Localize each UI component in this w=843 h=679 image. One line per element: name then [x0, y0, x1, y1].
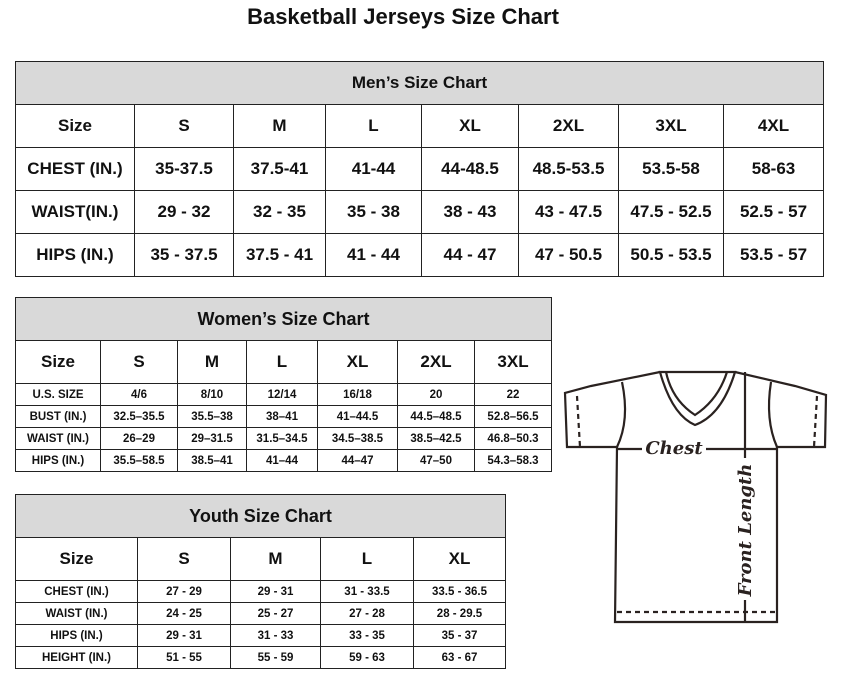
header-cell: S: [137, 537, 231, 581]
jersey-outline: [563, 370, 828, 624]
table-row: WAIST(IN.) 29 - 32 32 - 35 35 - 38 38 - 43 43…: [15, 190, 825, 234]
womens-size-table: Women’s Size Chart Size S M L XL 2XL 3XL U.S. SI…: [14, 297, 553, 472]
value-cell: 41–44: [246, 449, 318, 472]
value-cell: 33.5 - 36.5: [412, 580, 507, 603]
value-cell: 55 - 59: [230, 646, 321, 669]
header-row: Size S M L XL: [15, 537, 507, 581]
value-cell: 47 - 50.5: [518, 233, 619, 277]
row-label: BUST (IN.): [15, 405, 101, 428]
table-row: HIPS (IN.) 35.5–58.5 38.5–41 41–44 44–47 47–5…: [15, 449, 553, 472]
value-cell: 44-48.5: [421, 147, 519, 191]
header-cell: XL: [412, 537, 507, 581]
mens-size-table: Men’s Size Chart Size S M L XL 2XL 3XL 4XL CHEST …: [14, 61, 825, 277]
table-row: HEIGHT (IN.) 51 - 55 55 - 59 59 - 63 63 - 67: [15, 646, 507, 669]
value-cell: 47–50: [397, 449, 475, 472]
value-cell: 32 - 35: [233, 190, 326, 234]
youth-size-table: Youth Size Chart Size S M L XL CHEST (IN.) 27 -…: [14, 494, 507, 669]
value-cell: 44.5–48.5: [397, 405, 475, 428]
value-cell: 28 - 29.5: [412, 602, 507, 625]
header-cell: 3XL: [618, 104, 724, 148]
table-row: WAIST (IN.) 24 - 25 25 - 27 27 - 28 28 - 29.…: [15, 602, 507, 625]
header-cell: Size: [15, 340, 101, 384]
table-row: CHEST (IN.) 35-37.5 37.5-41 41-44 44-48.5 48.…: [15, 147, 825, 191]
value-cell: 31 - 33: [230, 624, 321, 647]
table-row: HIPS (IN.) 35 - 37.5 37.5 - 41 41 - 44 44 - …: [15, 233, 825, 277]
header-cell: Size: [15, 537, 138, 581]
table-row: BUST (IN.) 32.5–35.5 35.5–38 38–41 41–44.5 44…: [15, 405, 553, 428]
value-cell: 54.3–58.3: [473, 449, 553, 472]
front-length-label: Front Length: [735, 464, 756, 598]
header-cell: L: [320, 537, 414, 581]
value-cell: 38 - 43: [421, 190, 519, 234]
value-cell: 41-44: [325, 147, 422, 191]
value-cell: 29–31.5: [177, 427, 247, 450]
table-row: CHEST (IN.) 27 - 29 29 - 31 31 - 33.5 33.5 -…: [15, 580, 507, 603]
header-cell: XL: [421, 104, 519, 148]
value-cell: 35 - 37.5: [134, 233, 234, 277]
value-cell: 46.8–50.3: [473, 427, 553, 450]
value-cell: 51 - 55: [137, 646, 231, 669]
value-cell: 52.5 - 57: [722, 190, 825, 234]
value-cell: 29 - 31: [137, 624, 231, 647]
header-cell: L: [325, 104, 422, 148]
value-cell: 53.5-58: [618, 147, 724, 191]
value-cell: 25 - 27: [230, 602, 321, 625]
value-cell: 58-63: [722, 147, 825, 191]
value-cell: 43 - 47.5: [518, 190, 619, 234]
value-cell: 38.5–42.5: [397, 427, 475, 450]
value-cell: 52.8–56.5: [473, 405, 553, 428]
row-label: CHEST (IN.): [15, 147, 135, 191]
value-cell: 35.5–38: [177, 405, 247, 428]
chest-label: Chest: [645, 438, 703, 459]
header-cell: S: [134, 104, 234, 148]
value-cell: 33 - 35: [320, 624, 414, 647]
men-table-title: Men’s Size Chart: [14, 61, 825, 105]
row-label: HIPS (IN.): [15, 233, 135, 277]
header-row: Size S M L XL 2XL 3XL 4XL: [15, 104, 825, 148]
value-cell: 38.5–41: [177, 449, 247, 472]
value-cell: 48.5-53.5: [518, 147, 619, 191]
header-cell: L: [246, 340, 318, 384]
header-cell: 2XL: [397, 340, 475, 384]
table-row: U.S. SIZE 4/6 8/10 12/14 16/18 20 22: [15, 383, 553, 406]
collar: [658, 370, 737, 427]
header-row: Size S M L XL 2XL 3XL: [15, 340, 553, 384]
header-cell: 2XL: [518, 104, 619, 148]
row-label: WAIST(IN.): [15, 190, 135, 234]
header-cell: M: [233, 104, 326, 148]
value-cell: 53.5 - 57: [722, 233, 825, 277]
row-label: HIPS (IN.): [15, 449, 101, 472]
value-cell: 34.5–38.5: [317, 427, 398, 450]
table-row: WAIST (IN.) 26–29 29–31.5 31.5–34.5 34.5–38.…: [15, 427, 553, 450]
value-cell: 35 - 38: [325, 190, 422, 234]
value-cell: 37.5 - 41: [233, 233, 326, 277]
value-cell: 63 - 67: [412, 646, 507, 669]
page-title: Basketball Jerseys Size Chart: [247, 4, 559, 29]
value-cell: 59 - 63: [320, 646, 414, 669]
header-cell: M: [230, 537, 321, 581]
youth-table-title: Youth Size Chart: [14, 494, 507, 538]
value-cell: 26–29: [100, 427, 178, 450]
value-cell: 41 - 44: [325, 233, 422, 277]
row-label: HEIGHT (IN.): [15, 646, 138, 669]
